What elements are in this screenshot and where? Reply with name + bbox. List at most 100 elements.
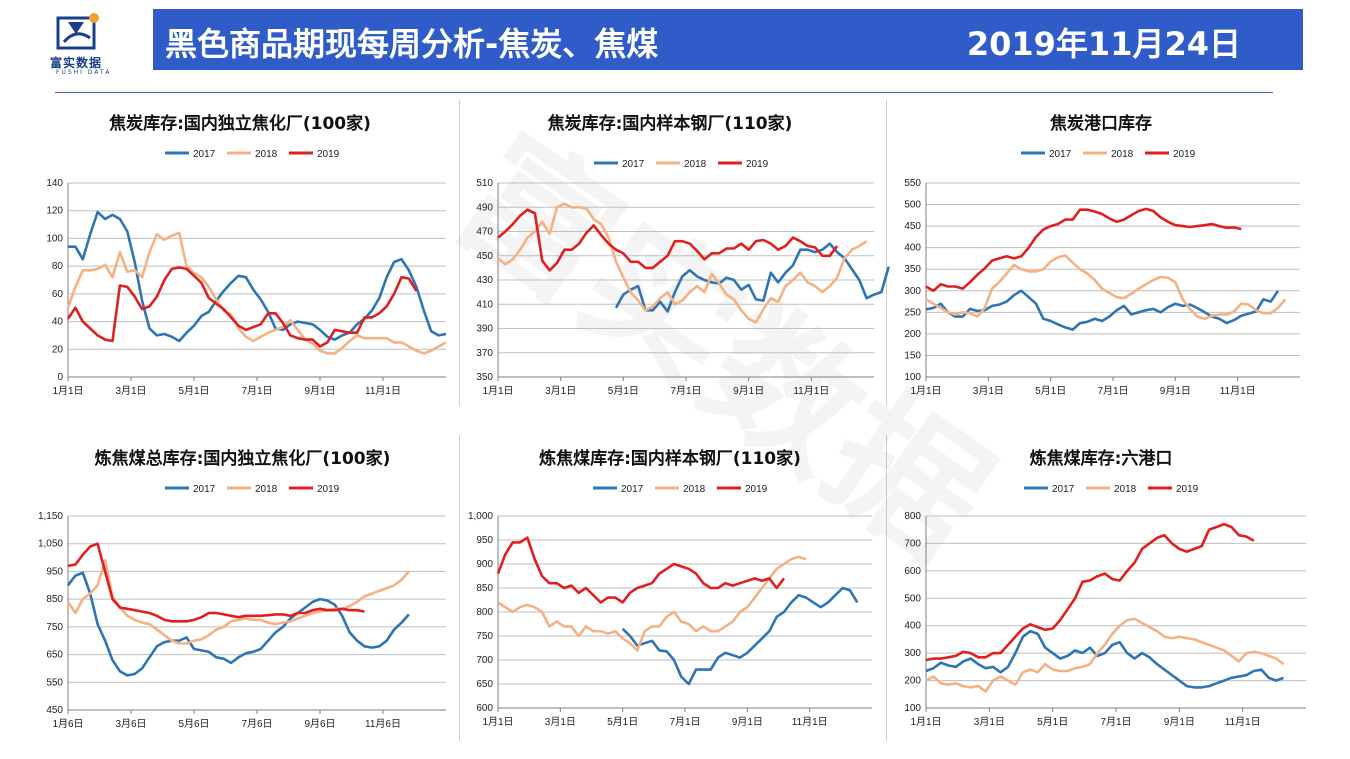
chart-svg: 350 370 390 410 430 450 470 490 510 1月1日 3月1日 5月1日 7… xyxy=(476,159,890,397)
x-tick-label: 3月1日 xyxy=(974,716,1005,728)
chart-coke-inventory-coking-plants: 焦炭库存:国内独立焦化厂(100家) 0 20 40 60 80 100 120 140 1月1… xyxy=(30,105,450,405)
chart-title: 炼焦煤库存:六港口 xyxy=(1029,449,1173,469)
legend-label: 2017 xyxy=(622,159,645,170)
chart-title: 炼焦煤总库存:国内独立焦化厂(100家) xyxy=(94,449,391,469)
y-tick-label: 950 xyxy=(46,566,63,577)
x-tick-label: 7月6日 xyxy=(241,718,272,730)
y-tick-label: 550 xyxy=(904,178,921,189)
page-title: 黑色商品期现每周分析-焦炭、焦煤 xyxy=(165,25,659,63)
y-tick-label: 200 xyxy=(904,329,921,340)
y-tick-label: 600 xyxy=(904,566,921,577)
logo-name: 富实数据 xyxy=(50,56,103,70)
chart-coke-inventory-steel-mills: 焦炭库存:国内样本钢厂(110家) 350 370 390 410 430 450 470 4… xyxy=(460,105,890,405)
x-tick-label: 9月1日 xyxy=(1164,716,1195,728)
x-tick-label: 11月1日 xyxy=(1225,716,1261,728)
legend-label: 2017 xyxy=(193,484,216,495)
y-tick-label: 100 xyxy=(46,233,63,244)
legend-label: 2019 xyxy=(317,149,340,160)
chart-title: 焦炭港口库存 xyxy=(1050,114,1152,134)
y-tick-label: 40 xyxy=(52,317,64,328)
y-tick-label: 750 xyxy=(476,631,493,642)
chart-coking-coal-six-ports: 炼焦煤库存:六港口 100 200 300 400 500 600 700 800 1月1日 3月… xyxy=(886,440,1316,750)
series-line-2018 xyxy=(497,555,807,652)
legend-label: 2018 xyxy=(684,159,707,170)
y-tick-label: 350 xyxy=(476,372,493,383)
series-line-2017 xyxy=(66,571,410,677)
chart-svg: 100 150 200 250 300 350 400 450 500 550 1月1日 3月1日 5月… xyxy=(904,149,1300,397)
x-tick-label: 9月1日 xyxy=(733,385,764,397)
x-tick-label: 9月1日 xyxy=(304,385,335,397)
chart-title: 炼焦煤库存:国内样本钢厂(110家) xyxy=(539,449,801,469)
y-tick-label: 1,000 xyxy=(468,511,493,522)
legend-label: 2019 xyxy=(745,484,768,495)
header-rule xyxy=(55,92,1273,93)
legend-label: 2018 xyxy=(255,484,278,495)
logo: 富实数据 FUSHI DATA xyxy=(48,12,128,76)
series-line-2018 xyxy=(497,202,868,324)
legend-label: 2017 xyxy=(1052,484,1075,495)
y-tick-label: 60 xyxy=(52,289,64,300)
y-tick-label: 300 xyxy=(904,286,921,297)
y-tick-label: 800 xyxy=(904,511,921,522)
y-tick-label: 200 xyxy=(904,676,921,687)
y-tick-label: 400 xyxy=(904,243,921,254)
column-divider xyxy=(459,100,460,406)
y-tick-label: 510 xyxy=(476,178,493,189)
report-date: 2019年11月24日 xyxy=(966,25,1241,63)
x-tick-label: 5月1日 xyxy=(608,385,639,397)
x-tick-label: 3月1日 xyxy=(115,385,146,397)
chart-svg: 450 550 650 750 850 950 1,050 1,150 1月6日 3月6日 5月6日… xyxy=(38,484,446,730)
y-tick-label: 800 xyxy=(476,607,493,618)
y-tick-label: 20 xyxy=(52,344,64,355)
column-divider xyxy=(886,435,887,741)
chart-svg: 100 200 300 400 500 600 700 800 1月1日 3月1日 5月1日 7月1日… xyxy=(904,484,1306,728)
legend-label: 2017 xyxy=(193,149,216,160)
series-line-2018 xyxy=(925,617,1285,693)
y-tick-label: 450 xyxy=(476,251,493,262)
y-tick-label: 450 xyxy=(46,705,63,716)
y-tick-label: 350 xyxy=(904,264,921,275)
y-tick-label: 430 xyxy=(476,275,493,286)
legend-label: 2019 xyxy=(317,484,340,495)
y-tick-label: 650 xyxy=(476,679,493,690)
x-tick-label: 1月1日 xyxy=(482,385,513,397)
y-tick-label: 390 xyxy=(476,324,493,335)
title-banner: 黑色商品期现每周分析-焦炭、焦煤 2019年11月24日 xyxy=(153,9,1303,70)
x-tick-label: 5月1日 xyxy=(1035,385,1066,397)
x-tick-label: 5月1日 xyxy=(607,716,638,728)
x-tick-label: 9月1日 xyxy=(732,716,763,728)
y-tick-label: 550 xyxy=(46,677,63,688)
chart-svg: 600 650 700 750 800 850 900 950 1,000 1月1日 3月1日 5月1… xyxy=(468,484,872,728)
series-line-2019 xyxy=(67,542,365,623)
x-tick-label: 7月1日 xyxy=(241,385,272,397)
y-tick-label: 250 xyxy=(904,307,921,318)
y-tick-label: 140 xyxy=(46,178,63,189)
x-tick-label: 5月6日 xyxy=(178,718,209,730)
column-divider xyxy=(886,100,887,406)
y-tick-label: 850 xyxy=(476,583,493,594)
chart-coke-port-inventory: 焦炭港口库存 100 150 200 250 300 350 400 450 500 550 1月1… xyxy=(886,105,1316,405)
y-tick-label: 850 xyxy=(46,594,63,605)
legend-label: 2018 xyxy=(683,484,706,495)
chart-coking-coal-total-coking-plants: 炼焦煤总库存:国内独立焦化厂(100家) 450 550 650 750 850 950 1… xyxy=(30,440,455,750)
x-tick-label: 1月1日 xyxy=(910,716,941,728)
x-tick-label: 11月1日 xyxy=(1220,385,1256,397)
y-tick-label: 650 xyxy=(46,650,63,661)
y-tick-label: 1,150 xyxy=(38,511,63,522)
x-tick-label: 5月1日 xyxy=(178,385,209,397)
series-line-2019 xyxy=(66,266,418,348)
legend-label: 2017 xyxy=(1049,149,1072,160)
legend-label: 2019 xyxy=(746,159,769,170)
legend-label: 2019 xyxy=(1176,484,1199,495)
y-tick-label: 410 xyxy=(476,299,493,310)
y-tick-label: 1,050 xyxy=(38,539,63,550)
y-tick-label: 950 xyxy=(476,535,493,546)
legend-label: 2018 xyxy=(1111,149,1134,160)
series-line-2019 xyxy=(925,522,1255,662)
y-tick-label: 750 xyxy=(46,622,63,633)
x-tick-label: 7月1日 xyxy=(1100,716,1131,728)
y-tick-label: 500 xyxy=(904,200,921,211)
y-tick-label: 100 xyxy=(904,372,921,383)
y-tick-label: 700 xyxy=(904,538,921,549)
x-tick-label: 7月1日 xyxy=(670,385,701,397)
